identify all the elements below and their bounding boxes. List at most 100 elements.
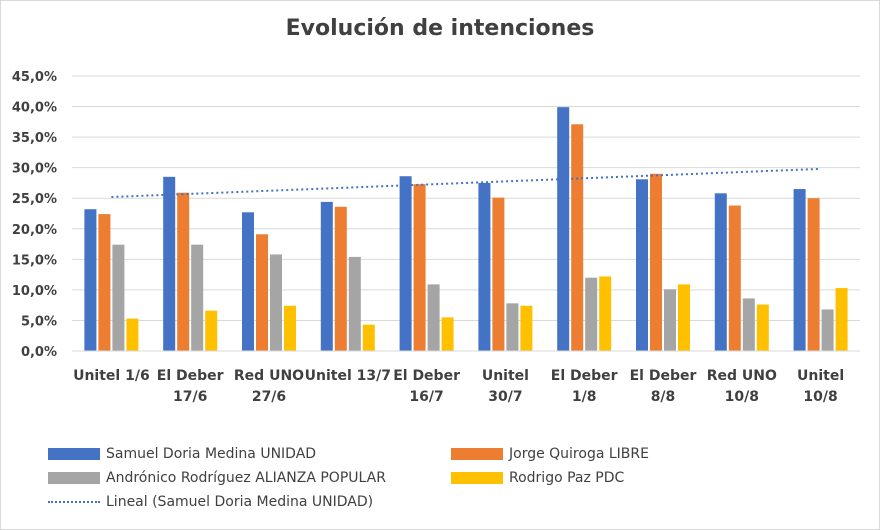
bar xyxy=(256,234,268,351)
x-tick-label: El Deber 1/8 xyxy=(551,368,618,405)
bar xyxy=(112,244,125,351)
x-tick-label-line: 10/8 xyxy=(803,389,837,405)
x-tick-label-line: 17/6 xyxy=(173,389,207,405)
y-tick-label: 15,0% xyxy=(12,253,57,268)
legend-label-paz: Rodrigo Paz PDC xyxy=(509,470,625,486)
legend-swatch-doria-medina xyxy=(48,448,100,460)
bar xyxy=(126,318,139,351)
x-tick-label-line: 30/7 xyxy=(488,389,522,405)
legend-label-rodriguez: Andrónico Rodríguez ALIANZA POPULAR xyxy=(106,470,386,486)
x-tick-label: Unitel 10/8 xyxy=(797,368,844,405)
bar xyxy=(756,304,769,351)
bar xyxy=(793,189,806,351)
bar xyxy=(413,184,426,351)
x-tick-label: Red UNO 10/8 xyxy=(707,368,777,405)
chart-title: Evolución de intenciones xyxy=(285,16,595,41)
bar xyxy=(362,324,375,351)
x-tick-label-line: Unitel xyxy=(482,368,529,384)
bar xyxy=(728,205,741,351)
bar xyxy=(599,276,612,351)
bar xyxy=(636,179,648,351)
legend-item-trendline[interactable]: Lineal (Samuel Doria Medina UNIDAD) xyxy=(48,492,373,512)
bar xyxy=(557,107,570,352)
x-tick-label-line: 16/7 xyxy=(409,389,443,405)
bar xyxy=(348,256,361,351)
bar xyxy=(191,244,204,351)
x-axis-tick-labels: Unitel 1/6 El Deber 17/6 Red UNO 27/6 Unitel … xyxy=(73,368,844,405)
bar xyxy=(270,254,282,351)
bar xyxy=(163,176,176,351)
legend-swatch-rodriguez xyxy=(48,472,100,484)
bars xyxy=(84,107,848,352)
x-tick-label: Unitel 30/7 xyxy=(482,368,529,405)
bar xyxy=(177,192,190,351)
bar xyxy=(520,305,533,351)
bar xyxy=(492,197,505,351)
legend-label-doria-medina: Samuel Doria Medina UNIDAD xyxy=(106,446,317,462)
x-tick-label: El Deber 8/8 xyxy=(630,368,697,405)
legend-swatch-paz xyxy=(451,472,503,484)
bar xyxy=(84,209,97,351)
bar xyxy=(821,309,834,351)
trendline xyxy=(111,167,821,198)
x-tick-label-line: El Deber xyxy=(551,368,618,384)
y-axis-tick-labels: 0,0% 5,0% 10,0% 15,0% 20,0% 25,0% 30,0% 35,0% 40… xyxy=(12,70,57,360)
legend-swatch-trendline xyxy=(48,501,100,503)
legend-item-doria-medina[interactable]: Samuel Doria Medina UNIDAD xyxy=(48,444,316,464)
x-tick-label-line: 1/8 xyxy=(572,389,597,405)
legend-item-paz[interactable]: Rodrigo Paz PDC xyxy=(451,468,624,488)
bar xyxy=(441,317,454,351)
x-tick-label-line: 8/8 xyxy=(651,389,676,405)
bar xyxy=(242,212,254,351)
legend-item-rodriguez[interactable]: Andrónico Rodríguez ALIANZA POPULAR xyxy=(48,468,386,488)
bar xyxy=(478,182,491,351)
bar xyxy=(427,284,440,351)
bar xyxy=(807,198,820,351)
y-tick-label: 25,0% xyxy=(12,192,57,207)
x-tick-label: Unitel 13/7 xyxy=(305,368,391,384)
y-tick-label: 10,0% xyxy=(12,284,57,299)
trendline-path xyxy=(111,167,821,198)
x-tick-label-line: 27/6 xyxy=(252,389,286,405)
bar xyxy=(399,176,412,351)
x-tick-label: El Deber 17/6 xyxy=(157,368,224,405)
x-tick-label-line: Red UNO xyxy=(234,368,304,384)
bar xyxy=(678,284,690,351)
y-tick-label: 30,0% xyxy=(12,162,57,177)
legend-item-quiroga[interactable]: Jorge Quiroga LIBRE xyxy=(451,444,649,464)
bar xyxy=(714,193,727,351)
bar xyxy=(664,289,676,351)
x-tick-label-line: El Deber xyxy=(393,368,460,384)
bar xyxy=(205,310,218,351)
bar xyxy=(585,277,598,351)
x-tick-label-line: Unitel 13/7 xyxy=(305,368,391,384)
bar xyxy=(506,303,519,351)
legend-label-trendline: Lineal (Samuel Doria Medina UNIDAD) xyxy=(106,494,374,510)
gridlines xyxy=(72,75,860,321)
y-tick-label: 20,0% xyxy=(12,223,57,238)
y-tick-label: 0,0% xyxy=(21,345,57,360)
x-tick-label: El Deber 16/7 xyxy=(393,368,460,405)
legend-swatch-quiroga xyxy=(451,448,503,460)
bar xyxy=(98,214,111,351)
x-tick-label-line: 10/8 xyxy=(725,389,759,405)
bar xyxy=(742,298,755,351)
y-tick-label: 35,0% xyxy=(12,131,57,146)
y-tick-label: 5,0% xyxy=(21,314,57,329)
x-tick-label-line: El Deber xyxy=(157,368,224,384)
bar xyxy=(835,288,848,351)
legend-label-quiroga: Jorge Quiroga LIBRE xyxy=(509,446,649,462)
x-tick-label-line: El Deber xyxy=(630,368,697,384)
bar xyxy=(284,305,296,351)
x-tick-label-line: Unitel xyxy=(797,368,844,384)
x-tick-label-line: Unitel 1/6 xyxy=(73,368,150,384)
bar xyxy=(320,201,333,351)
y-tick-label: 45,0% xyxy=(12,70,57,85)
x-tick-label: Unitel 1/6 xyxy=(73,368,150,384)
x-tick-label: Red UNO 27/6 xyxy=(234,368,304,405)
bar xyxy=(650,173,662,351)
bar xyxy=(571,124,584,352)
x-tick-label-line: Red UNO xyxy=(707,368,777,384)
bar xyxy=(334,206,347,351)
